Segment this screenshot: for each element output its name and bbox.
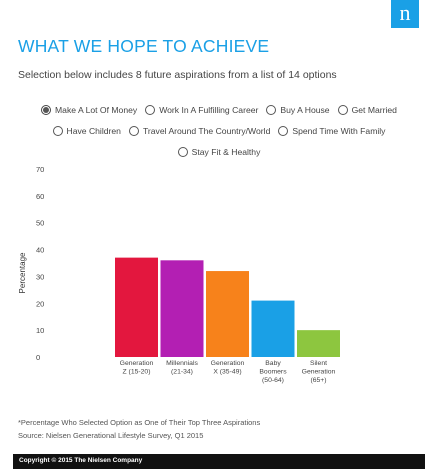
- bar: [251, 300, 295, 357]
- copyright-text: Copyright © 2015 The Nielsen Company: [19, 457, 143, 464]
- x-tick-label: Silent Generation (65+): [302, 360, 336, 384]
- option-make-money[interactable]: Make A Lot Of Money: [41, 105, 137, 115]
- option-fulfilling-career[interactable]: Work In A Fulfilling Career: [145, 105, 258, 115]
- options-row-3: Stay Fit & Healthy: [0, 142, 438, 162]
- bar: [115, 257, 158, 357]
- radio-icon[interactable]: [278, 126, 289, 136]
- radio-icon[interactable]: [145, 105, 156, 115]
- option-have-children[interactable]: Have Children: [52, 126, 121, 136]
- x-tick-label-line: Silent: [310, 360, 327, 367]
- option-buy-house[interactable]: Buy A House: [266, 105, 330, 115]
- source-note: Source: Nielsen Generational Lifestyle S…: [18, 431, 204, 440]
- option-label: Stay Fit & Healthy: [191, 147, 261, 157]
- radio-icon[interactable]: [266, 105, 277, 115]
- x-tick-label: Millennials (21-34): [166, 360, 198, 376]
- chart-title: WHAT WE HOPE TO ACHIEVE: [18, 36, 270, 56]
- bar: [297, 330, 340, 357]
- x-tick-label-line: Boomers: [259, 369, 287, 376]
- options-row-2: Have Children Travel Around The Country/…: [0, 121, 438, 141]
- bar-chart: 0 10 20 30 40 50 60 70 Percentage Generation Z (15…: [18, 165, 340, 384]
- option-label: Make A Lot Of Money: [55, 105, 138, 115]
- option-family-time[interactable]: Spend Time With Family: [278, 126, 385, 136]
- nielsen-logo: n: [391, 0, 419, 28]
- copyright-bar: Copyright © 2015 The Nielsen Company: [13, 454, 425, 469]
- x-tick-label-line: Generation: [211, 360, 245, 367]
- option-label: Buy A House: [280, 105, 330, 115]
- x-tick-label-line: Millennials: [166, 360, 198, 367]
- option-travel[interactable]: Travel Around The Country/World: [128, 126, 271, 136]
- x-tick-label: Baby Boomers (50-64): [259, 360, 287, 384]
- radio-icon[interactable]: [52, 126, 63, 136]
- x-tick-label-line: Baby: [265, 360, 281, 367]
- x-tick-label-line: (65+): [310, 377, 326, 384]
- x-tick-label-line: Generation: [302, 369, 336, 376]
- option-stay-fit[interactable]: Stay Fit & Healthy: [177, 147, 261, 157]
- x-tick-label-line: Z (15-20): [123, 369, 151, 376]
- option-get-married[interactable]: Get Married: [337, 105, 397, 115]
- radio-icon[interactable]: [128, 126, 139, 136]
- radio-icon[interactable]: [337, 105, 348, 115]
- y-tick-label: 40: [36, 246, 44, 255]
- bar: [206, 271, 249, 357]
- chart-subtitle: Selection below includes 8 future aspira…: [18, 69, 337, 81]
- y-axis-label: Percentage: [18, 252, 27, 293]
- x-tick-label-line: X (35-49): [213, 369, 241, 376]
- option-label: Get Married: [351, 105, 397, 115]
- x-tick-label-line: Generation: [120, 360, 154, 367]
- y-tick-label: 10: [36, 326, 44, 335]
- option-label: Work In A Fulfilling Career: [159, 105, 259, 115]
- y-tick-label: 30: [36, 272, 44, 281]
- y-tick-label: 60: [36, 192, 44, 201]
- option-label: Have Children: [66, 126, 121, 136]
- option-label: Spend Time With Family: [292, 126, 386, 136]
- footnote: *Percentage Who Selected Option as One o…: [18, 418, 261, 427]
- x-tick-label: Generation Z (15-20): [120, 360, 154, 376]
- x-tick-label-line: (50-64): [262, 377, 284, 384]
- options-row-1: Make A Lot Of Money Work In A Fulfilling…: [0, 100, 438, 120]
- x-tick-label-line: (21-34): [171, 369, 193, 376]
- bar: [160, 260, 204, 357]
- option-label: Travel Around The Country/World: [142, 126, 271, 136]
- y-tick-label: 50: [36, 219, 44, 228]
- aspiration-options: Make A Lot Of Money Work In A Fulfilling…: [0, 100, 438, 163]
- radio-selected-icon[interactable]: [41, 105, 52, 115]
- y-tick-label: 20: [36, 299, 44, 308]
- x-tick-label: Generation X (35-49): [211, 360, 245, 376]
- y-tick-label: 0: [36, 353, 40, 362]
- radio-icon[interactable]: [177, 147, 188, 157]
- y-tick-label: 70: [36, 165, 44, 174]
